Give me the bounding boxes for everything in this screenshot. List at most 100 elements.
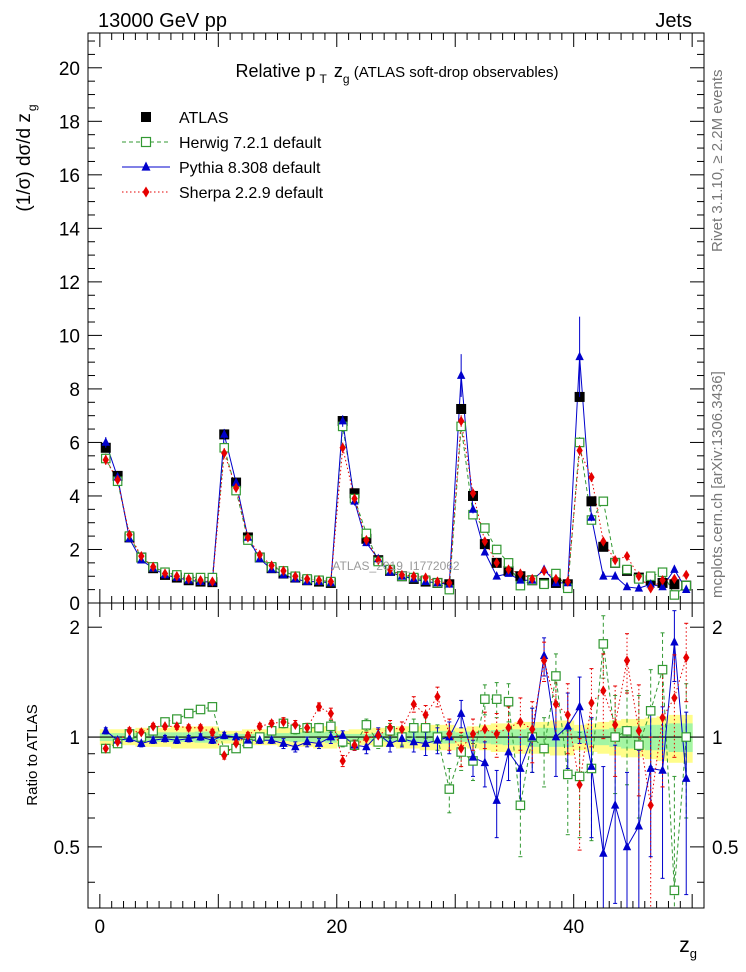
ratio-data-point [645,706,656,716]
legend-label: ATLAS [179,110,229,127]
header-right: Jets [655,10,692,32]
main-data-point [658,581,667,591]
legend-marker [141,161,151,171]
ratio-data-point [102,743,109,754]
rivet-version-text: Rivet 3.1.10, ≥ 2.2M events [709,70,726,253]
ratio-data-point [600,685,607,696]
ratio-data-point [232,738,240,749]
main-data-point [363,534,370,546]
ratio-data-point [491,694,502,704]
ratio-data-point [220,730,229,739]
ratio-data-point [551,671,561,681]
ratio-data-point [610,732,620,742]
main-data-point [209,576,216,587]
ratio-data-point [469,728,477,740]
ratio-data-point [551,731,561,741]
ratio-data-point [622,841,632,851]
ratio-data-point [101,725,110,735]
ratio-data-point [279,738,288,747]
ratio-data-point [576,779,583,790]
ratio-panel-marks [88,610,704,909]
main-data-point [540,565,548,577]
ratio-data-point [207,702,218,712]
main-panel-ylabel: (1/σ) dσ/d zg [14,104,39,211]
ratio-data-point [209,727,216,738]
main-data-point [491,544,502,555]
main-data-point [669,579,680,590]
ratio-data-point [540,655,548,666]
main-ytick-label: 10 [59,326,80,347]
main-data-point [102,454,109,466]
main-data-point [576,445,583,456]
legend-label: Sherpa 2.2.9 default [179,185,324,202]
ratio-band-inner [668,723,681,752]
ratio-data-point [504,746,513,756]
main-data-point [682,584,691,593]
main-data-point [492,571,501,580]
main-data-point [539,579,549,590]
ratio-data-point [623,655,631,666]
ratio-data-point [634,820,644,830]
x-axis-label: zg [679,934,697,961]
ratio-data-point [280,716,287,728]
ratio-data-point [185,722,192,734]
ratio-data-point [493,728,500,740]
mcplots-credit-text: mcplots.cern.ch [arXiv:1306.3436] [709,371,726,598]
main-data-point [468,504,478,513]
main-data-point [598,541,609,552]
main-data-point [456,370,466,379]
ratio-data-point [231,731,241,741]
main-data-point [623,550,631,562]
main-data-point [598,496,609,507]
ratio-data-point [683,652,690,663]
ratio-data-point [161,721,169,732]
ratio-data-point [588,697,595,709]
ratio-data-point [517,716,524,728]
ratio-data-point [408,723,419,733]
main-data-point [683,569,690,581]
ratio-data-point [150,721,157,732]
ratio-xtick-label: 0 [95,917,106,938]
ratio-xtick-label: 20 [326,917,347,938]
ratio-data-point [409,736,418,746]
ratio-data-point [529,724,536,735]
ratio-data-point [587,761,596,770]
ratio-data-point [562,769,573,780]
ratio-data-point [291,741,300,751]
ratio-data-point [421,738,430,747]
ratio-data-point [114,736,121,748]
ratio-data-point [422,709,429,721]
ratio-data-point [492,795,501,804]
main-series-line [105,420,687,589]
ratio-data-point [480,757,490,767]
ratio-ytick-label-right: 1 [712,728,723,749]
ratio-data-point [183,708,194,719]
ratio-data-point [184,733,193,742]
main-data-point [304,573,311,585]
main-data-point [220,429,229,438]
main-data-point [126,529,133,540]
ratio-data-point [575,701,584,711]
main-data-point [386,564,394,575]
main-data-point [622,581,632,591]
main-data-point [622,564,632,575]
ratio-data-point [126,725,133,737]
ratio-panel-ylabel: Ratio to ATLAS [24,704,41,805]
ratio-data-point [682,773,691,782]
main-ytick-label: 8 [69,380,80,401]
main-data-point [185,573,192,585]
main-ytick-label: 0 [69,594,80,615]
main-data-point [256,549,263,561]
main-ytick-label: 4 [69,487,80,508]
main-data-point [564,576,571,587]
main-data-point [231,477,241,486]
main-data-point [339,442,346,453]
main-data-point [351,493,358,504]
ratio-series-line [105,643,687,891]
main-data-point [161,568,169,579]
ratio-data-point [292,719,299,731]
main-data-point [671,573,678,585]
ratio-data-point [420,723,431,733]
ratio-data-point [137,738,146,747]
